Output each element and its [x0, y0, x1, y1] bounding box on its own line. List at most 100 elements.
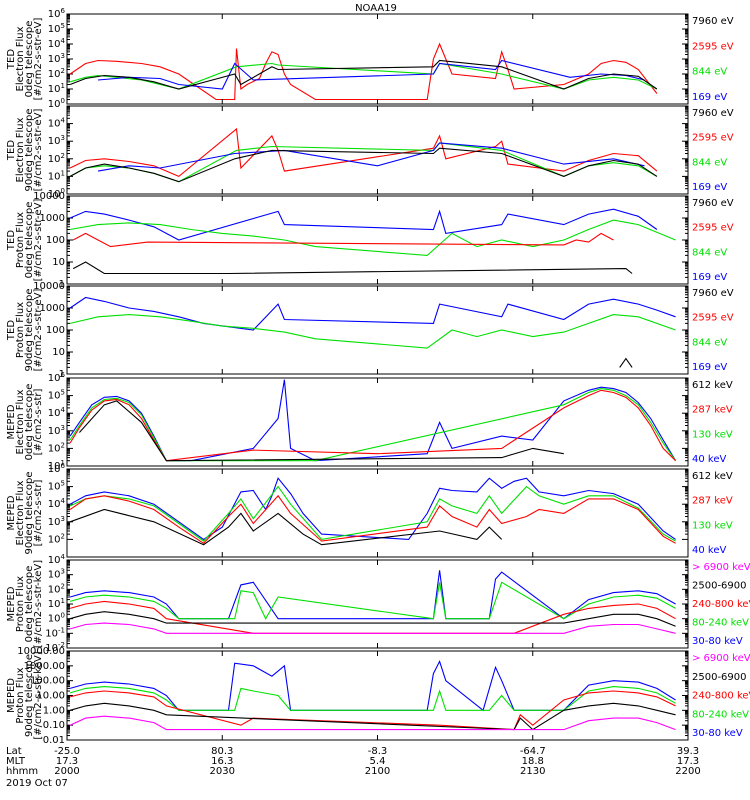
- y-axis-label: Electron Flux: [15, 117, 26, 182]
- y-tick-label: 104: [48, 497, 66, 510]
- y-tick-label: 10.00: [36, 691, 65, 702]
- legend-entry: 40 keV: [692, 454, 726, 465]
- y-axis-label: [#/cm2-s-str-eV]: [33, 18, 44, 101]
- series-2595-ev: [69, 127, 658, 178]
- y-tick-label: 1: [59, 369, 65, 380]
- y-tick-label: 0.01: [43, 735, 65, 746]
- legend-entry: 287 keV: [692, 496, 733, 507]
- legend-entry: 844 eV: [692, 67, 727, 78]
- series-169-ev: [69, 296, 676, 331]
- legend-entry: 40 keV: [692, 545, 726, 556]
- legend-entry: 169 eV: [692, 92, 727, 103]
- y-tick-label: 105: [48, 480, 65, 493]
- y-axis-label: MEPED: [6, 586, 17, 621]
- y-tick-label: 106: [48, 371, 66, 384]
- legend-entry: 7960 eV: [692, 288, 734, 299]
- series-844-ev: [69, 314, 676, 349]
- y-tick-label: 102: [48, 441, 65, 454]
- y-tick-label: 102: [48, 582, 65, 595]
- y-axis-label: Electron Flux: [15, 26, 26, 91]
- y-axis-label: 0deg telescope: [24, 384, 35, 461]
- x-tick-label: 17.3: [56, 756, 78, 767]
- x-tick-label: 80.3: [211, 746, 233, 757]
- y-tick-label: 10000: [33, 281, 65, 292]
- legend-entry: 844 eV: [692, 337, 727, 348]
- y-tick-label: 102: [48, 152, 65, 165]
- series-169-ev: [97, 142, 645, 172]
- y-tick-label: 100: [46, 325, 65, 336]
- y-tick-label: 10000.00: [17, 646, 65, 657]
- y-axis-label: 90deg telescope: [24, 288, 35, 371]
- y-tick-label: 105: [48, 22, 65, 35]
- y-tick-label: 1.00: [43, 705, 65, 716]
- legend-entry: 2500-6900: [692, 672, 747, 683]
- y-axis-label: 0deg telescope: [24, 202, 35, 279]
- y-tick-label: 10: [52, 257, 65, 268]
- y-axis-label: TED: [6, 49, 17, 70]
- y-tick-label: 104: [48, 406, 66, 419]
- panel-frame: [66, 468, 689, 558]
- legend-entry: 7960 eV: [692, 108, 734, 119]
- x-row-label: MLT: [6, 756, 26, 767]
- y-axis-label: 90deg telescope: [24, 108, 35, 191]
- panel-frame: [66, 105, 689, 195]
- y-tick-label: 100: [48, 612, 65, 625]
- legend-entry: 2595 eV: [692, 133, 734, 144]
- y-tick-label: 1: [59, 279, 65, 290]
- y-axis-label: [#/cm2-s-str]: [33, 388, 44, 455]
- x-tick-label: 5.4: [370, 756, 386, 767]
- y-tick-label: 1000.00: [24, 661, 65, 672]
- y-tick-label: 100: [46, 235, 65, 246]
- legend-entry: 169 eV: [692, 272, 727, 283]
- x-tick-label: 17.3: [677, 756, 699, 767]
- x-tick-label: 2200: [675, 766, 700, 777]
- y-axis-label: 90deg telescope: [24, 471, 35, 554]
- legend-entry: 130 keV: [692, 429, 733, 440]
- y-tick-label: 104: [48, 37, 66, 50]
- legend-entry: 2595 eV: [692, 41, 734, 52]
- panel-frame: [66, 377, 689, 467]
- y-tick-label: 102: [48, 67, 65, 80]
- y-tick-label: 103: [48, 515, 65, 528]
- legend-entry: 240-800 keV: [692, 599, 750, 610]
- y-axis-label: Proton Flux: [15, 302, 26, 358]
- legend-entry: 169 eV: [692, 362, 727, 373]
- legend-entry: 287 keV: [692, 405, 733, 416]
- series-844-ev: [69, 142, 658, 183]
- series-7960-ev: [619, 357, 633, 368]
- series-2595-ev: [69, 42, 658, 101]
- panel-frame: [66, 13, 689, 105]
- series-2595-ev: [72, 232, 614, 248]
- y-axis-label: TED: [6, 320, 17, 341]
- y-tick-label: 101: [48, 597, 65, 610]
- series-169-ev: [97, 59, 645, 90]
- legend-entry: 2595 eV: [692, 313, 734, 324]
- legend-entry: > 6900 keV: [692, 562, 750, 573]
- legend-entry: 612 keV: [692, 380, 733, 391]
- y-tick-label: 103: [48, 424, 65, 437]
- y-axis-label: Proton Flux: [15, 576, 26, 632]
- y-axis-label: [#/cm2-s-str-eV]: [33, 109, 44, 192]
- series-2500-6900: [69, 702, 676, 731]
- y-axis-label: MEPED: [6, 404, 17, 439]
- legend-entry: 80-240 keV: [692, 618, 749, 629]
- y-axis-label: [#/cm2-s-str]: [33, 479, 44, 546]
- legend-entry: 80-240 keV: [692, 709, 749, 720]
- legend-entry: 7960 eV: [692, 16, 734, 27]
- legend-entry: > 6900 keV: [692, 653, 750, 664]
- panel-meped-proton-90: 0.01 0.10 1.00 10.00 100.00 1000.00 10000.00 ME…: [6, 646, 750, 746]
- x-tick-label: 2000: [54, 766, 79, 777]
- panel-frame: [66, 195, 689, 285]
- legend-entry: 30-80 keV: [692, 636, 743, 647]
- series-169-ev: [69, 208, 658, 241]
- legend-entry: 30-80 keV: [692, 728, 743, 739]
- y-tick-label: 104: [48, 117, 66, 130]
- series-40-kev: [69, 477, 676, 541]
- legend-entry: 7960 eV: [692, 198, 734, 209]
- y-tick-label: 104: [48, 553, 66, 566]
- y-tick-label: 1000: [40, 213, 65, 224]
